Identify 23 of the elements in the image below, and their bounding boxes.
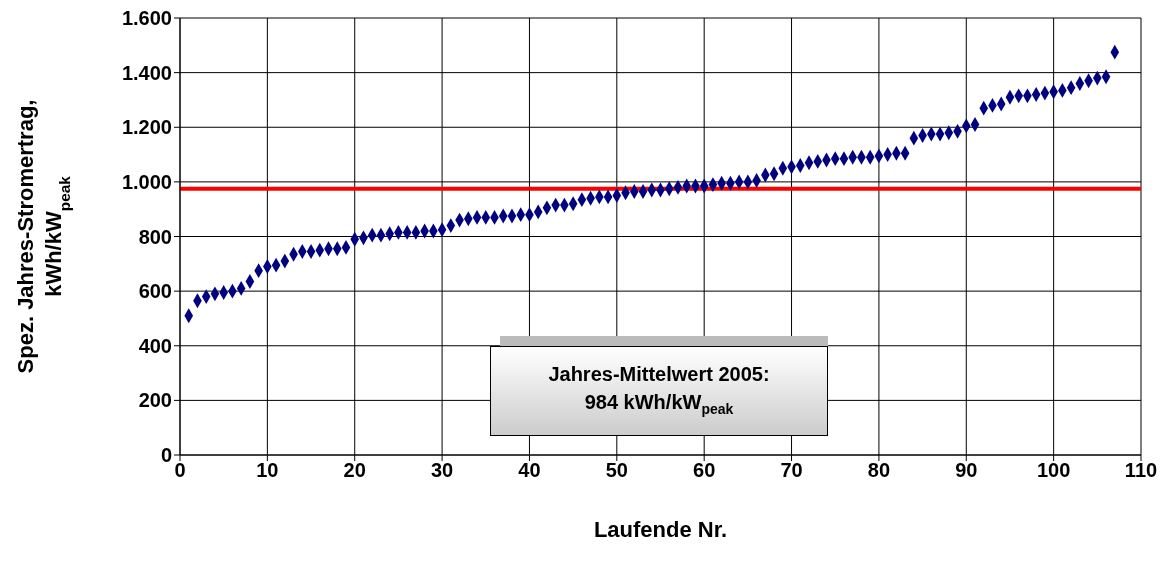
x-tick-label: 70 [780, 459, 803, 482]
y-tick-label: 800 [138, 225, 172, 248]
y-tick-label: 1.400 [121, 61, 172, 84]
x-tick-label: 20 [343, 459, 366, 482]
y-tick-label: 1.000 [121, 170, 172, 193]
y-tick-label: 600 [138, 280, 172, 303]
x-tick-label: 50 [605, 459, 628, 482]
y-tick-label: 1.200 [121, 116, 172, 139]
x-tick-label: 110 [1124, 459, 1158, 482]
x-tick-label: 40 [518, 459, 541, 482]
x-tick-label: 0 [174, 459, 186, 482]
y-tick-label: 1.600 [121, 7, 172, 30]
x-tick-label: 60 [693, 459, 716, 482]
x-tick-label: 90 [955, 459, 978, 482]
x-tick-label: 100 [1036, 459, 1071, 482]
x-tick-label: 10 [256, 459, 279, 482]
x-tick-label: 30 [430, 459, 454, 482]
x-axis-title: Laufende Nr. [593, 517, 728, 542]
y-tick-label: 200 [138, 389, 172, 412]
y-tick-label: 0 [160, 444, 172, 467]
annotation: Jahres-Mittelwert 2005: 984 kWh/kW$_{peak}$ [548, 362, 770, 417]
x-tick-label: 80 [867, 459, 891, 482]
y-tick-label: 400 [138, 334, 172, 357]
